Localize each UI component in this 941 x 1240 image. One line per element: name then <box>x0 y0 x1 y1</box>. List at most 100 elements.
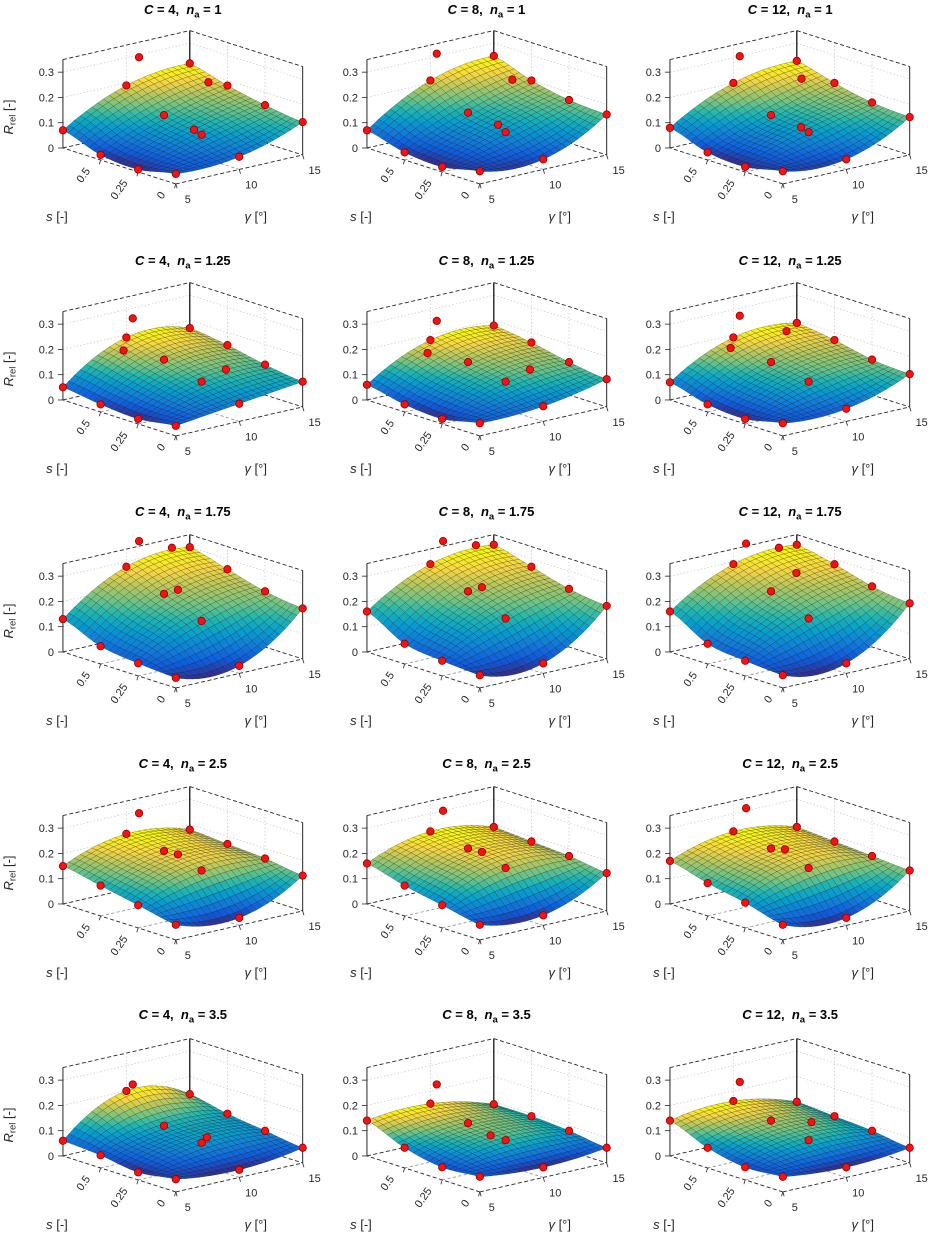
data-point-marker <box>489 822 498 832</box>
s-tick-label: 0.5 <box>682 670 701 689</box>
surface-mesh <box>62 547 303 680</box>
s-axis-label: s [-] <box>653 965 675 980</box>
data-point-marker <box>185 323 194 333</box>
z-tick-label: 0.1 <box>39 370 54 382</box>
floor-grid <box>62 634 303 689</box>
data-point-marker <box>96 150 105 159</box>
gamma-tick-label: 15 <box>309 1173 321 1185</box>
gamma-tick-label: 5 <box>792 698 798 710</box>
plot-canvas: 0 0.1 0.2 0.3 5 10 15 0 0.25 0.5 γ [°] s [-] <box>646 1038 928 1232</box>
data-point-marker <box>666 856 675 866</box>
data-point-marker <box>235 913 244 922</box>
data-point-marker <box>489 51 498 60</box>
axis-labels: γ [°] s [-] <box>350 461 571 476</box>
gamma-tick-label: 10 <box>245 1187 257 1199</box>
plot-canvas: 0 0.1 0.2 0.3 5 10 15 0 0.25 0.5 γ [°] s [-] <box>646 282 928 476</box>
z-tick-label: 0.2 <box>342 92 357 104</box>
data-point-marker <box>298 1143 307 1152</box>
z-tick-label: 0.2 <box>39 1100 54 1112</box>
data-point-marker <box>501 377 510 386</box>
z-axis: 0 0.1 0.2 0.3 <box>39 563 304 659</box>
surface-plot-cell: C = 8, na = 1.75 0 0.1 0.2 0.3 5 10 15 0 0.25 0.5 γ… <box>314 496 628 744</box>
s-axis: 0 0.25 0.5 <box>378 915 480 958</box>
gamma-axis: 5 10 15 <box>782 154 928 206</box>
data-point-marker <box>830 560 839 569</box>
data-point-marker <box>185 1090 194 1099</box>
data-point-marker <box>868 851 877 861</box>
plot-canvas: 0 0.1 0.2 0.3 5 10 15 0 0.25 0.5 γ [°] s [-] Rrel [-… <box>1 30 321 224</box>
gamma-tick-label: 15 <box>916 669 928 681</box>
axis-labels: γ [°] s [-] Rrel [-] <box>1 603 267 727</box>
data-point-marker <box>779 167 788 176</box>
data-point-marker <box>741 414 750 423</box>
gamma-tick-label: 5 <box>185 194 191 206</box>
data-point-marker <box>134 414 143 423</box>
data-point-marker <box>463 844 472 853</box>
data-point-marker <box>779 920 788 929</box>
data-point-marker <box>171 1175 180 1184</box>
data-point-marker <box>197 616 206 626</box>
z-tick-label: 0 <box>351 143 357 155</box>
s-tick-label: 0.5 <box>378 166 397 185</box>
axis-labels: γ [°] s [-] Rrel [-] <box>1 855 267 979</box>
gamma-axis: 5 10 15 <box>782 1162 928 1214</box>
s-axis-label: s [-] <box>653 461 675 476</box>
z-tick-label: 0.1 <box>646 118 661 130</box>
data-point-marker <box>477 847 486 857</box>
surface-mesh <box>62 326 303 427</box>
surface-mesh <box>62 827 303 927</box>
s-tick-label: 0 <box>459 190 472 202</box>
data-point-marker <box>362 859 371 868</box>
z-axis-label: Rrel [-] <box>1 603 18 638</box>
plot-canvas: 0 0.1 0.2 0.3 5 10 15 0 0.25 0.5 γ [°] s [-] Rrel [-… <box>1 282 321 476</box>
data-point-marker <box>703 878 713 888</box>
data-point-marker <box>463 108 472 117</box>
gamma-tick-label: 5 <box>488 950 494 962</box>
data-point-marker <box>868 98 877 107</box>
gamma-tick-label: 15 <box>916 921 928 933</box>
data-points <box>666 311 915 428</box>
gamma-tick-label: 15 <box>309 417 321 429</box>
plot-canvas: 0 0.1 0.2 0.3 5 10 15 0 0.25 0.5 γ [°] s [-] <box>646 30 928 224</box>
data-point-marker <box>842 155 851 164</box>
data-point-marker <box>400 639 409 648</box>
z-tick-label: 0.3 <box>646 823 661 835</box>
gamma-axis-label: γ [°] <box>548 209 570 224</box>
data-point-marker <box>122 1086 131 1096</box>
data-point-marker <box>868 582 877 591</box>
surface-mesh <box>670 60 911 172</box>
gamma-axis-label: γ [°] <box>244 965 266 980</box>
z-axis: 0 0.1 0.2 0.3 <box>342 563 607 659</box>
data-point-marker <box>235 661 244 670</box>
data-point-marker <box>703 639 713 648</box>
data-point-marker <box>666 123 675 132</box>
data-point-marker <box>134 1168 143 1177</box>
gamma-tick-label: 10 <box>549 179 561 191</box>
surface-plot-cell: C = 4, na = 1.25 0 0.1 0.2 0.3 5 10 15 0 0.25 0.5 γ… <box>0 248 321 496</box>
gamma-tick-label: 10 <box>852 1187 864 1199</box>
z-axis: 0 0.1 0.2 0.3 <box>342 311 607 407</box>
gamma-tick-label: 10 <box>549 683 561 695</box>
z-tick-label: 0.3 <box>342 823 357 835</box>
data-point-marker <box>463 358 472 367</box>
data-point-marker <box>741 162 750 171</box>
z-tick-label: 0 <box>351 1151 357 1163</box>
data-point-marker <box>362 1116 371 1125</box>
data-point-marker <box>905 113 915 122</box>
s-axis: 0 0.25 0.5 <box>682 1167 784 1210</box>
data-point-marker <box>471 541 480 550</box>
data-point-marker <box>122 829 131 838</box>
data-point-marker <box>134 53 144 62</box>
z-tick-label: 0.1 <box>342 874 357 886</box>
data-point-marker <box>793 56 802 65</box>
s-tick-label: 0.25 <box>716 178 738 202</box>
z-tick-label: 0 <box>48 647 54 659</box>
s-tick-label: 0.5 <box>74 670 93 689</box>
data-point-marker <box>58 1136 68 1145</box>
z-tick-label: 0.2 <box>646 1100 661 1112</box>
data-point-marker <box>432 1080 441 1089</box>
data-point-marker <box>564 358 573 367</box>
z-axis: 0 0.1 0.2 0.3 <box>39 815 304 911</box>
data-point-marker <box>666 607 675 616</box>
plot-canvas: 0 0.1 0.2 0.3 5 10 15 0 0.25 0.5 γ [°] s [-] <box>646 534 928 728</box>
